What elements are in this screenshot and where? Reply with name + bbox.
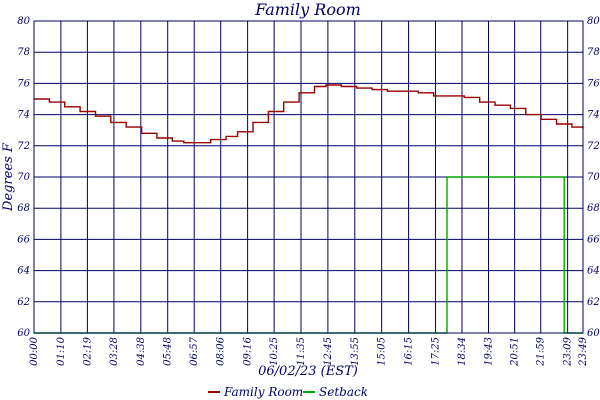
y-tick-label-right: 70 (587, 172, 600, 183)
plot-frame (33, 20, 584, 334)
y-tick-label-left: 76 (17, 78, 30, 89)
y-tick-label-left: 74 (17, 110, 30, 121)
series-line-family-room (34, 84, 584, 144)
x-tick-label: 20:51 (510, 337, 521, 367)
x-tick-label: 09:16 (243, 336, 254, 365)
x-tick-label: 05:48 (163, 337, 174, 366)
x-tick-label: 21:59 (536, 336, 547, 366)
y-tick-label-left: 70 (17, 172, 30, 183)
y-tick-label-left: 78 (17, 47, 30, 58)
x-tick-label: 15:05 (377, 337, 388, 366)
y-tick-label-right: 60 (587, 328, 600, 339)
y-axis-right: 60 62 64 66 68 70 72 74 76 78 80 (587, 16, 600, 339)
x-tick-label: 17:25 (430, 337, 441, 366)
x-tick-label: 19:43 (483, 337, 494, 366)
x-tick-label: 16:15 (404, 337, 415, 366)
y-tick-label-right: 68 (587, 203, 600, 214)
y-tick-label-left: 68 (17, 203, 30, 214)
y-tick-label-right: 76 (587, 78, 600, 89)
y-tick-label-right: 64 (587, 266, 600, 277)
x-axis-title: 06/02/23 (EST) (258, 364, 358, 379)
y-tick-label-right: 66 (587, 234, 600, 245)
x-tick-label: 08:06 (216, 336, 227, 365)
y-tick-label-left: 64 (17, 266, 30, 277)
x-tick-label: 23:49 (578, 336, 589, 366)
y-axis-left: 60 62 64 66 68 70 72 74 76 78 80 (17, 16, 30, 339)
y-tick-label-right: 72 (587, 141, 600, 152)
legend-label: Setback (319, 385, 368, 399)
legend-label: Family Room (223, 385, 303, 399)
x-tick-label: 10:25 (269, 337, 280, 366)
y-tick-label-left: 60 (17, 328, 30, 339)
x-tick-label: 01:10 (56, 336, 67, 365)
x-tick-label: 11:35 (296, 337, 307, 366)
x-tick-label: 12:45 (323, 337, 334, 366)
x-tick-label: 13:55 (350, 337, 361, 366)
series-line-setback (34, 176, 583, 334)
x-axis: 00:00 01:10 02:19 03:28 04:38 05:48 06:57 08:06… (29, 336, 589, 366)
y-tick-label-right: 62 (587, 297, 600, 308)
x-tick-label: 23:09 (563, 336, 574, 366)
y-tick-label-left: 66 (17, 234, 30, 245)
x-tick-label: 18:34 (457, 337, 468, 366)
y-axis-title: Degrees F (1, 142, 16, 212)
series-lines (34, 84, 584, 334)
y-tick-label-left: 72 (17, 141, 30, 152)
legend: Family Room Setback (208, 385, 368, 399)
y-tick-label-left: 62 (17, 297, 30, 308)
x-tick-label: 00:00 (29, 336, 40, 365)
x-tick-label: 04:38 (136, 337, 147, 366)
y-tick-label-right: 78 (587, 47, 600, 58)
y-tick-label-left: 80 (17, 16, 30, 27)
x-tick-label: 06:57 (189, 336, 200, 365)
y-tick-label-right: 80 (587, 16, 600, 27)
x-tick-label: 03:28 (109, 337, 120, 366)
y-tick-label-right: 74 (587, 110, 600, 121)
x-tick-label: 02:19 (82, 336, 93, 365)
chart-title: Family Room (254, 0, 361, 19)
